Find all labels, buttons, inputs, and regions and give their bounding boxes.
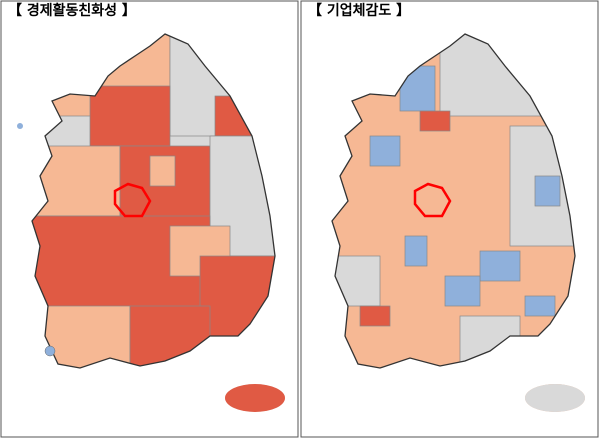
panel-border [300,0,599,438]
panel-title: 【 경제활동친화성 】 [8,2,136,19]
panel-title: 【 기업체감도 】 [308,2,410,19]
map-left [17,33,285,412]
map-right [331,33,585,412]
panel-border [0,0,299,438]
